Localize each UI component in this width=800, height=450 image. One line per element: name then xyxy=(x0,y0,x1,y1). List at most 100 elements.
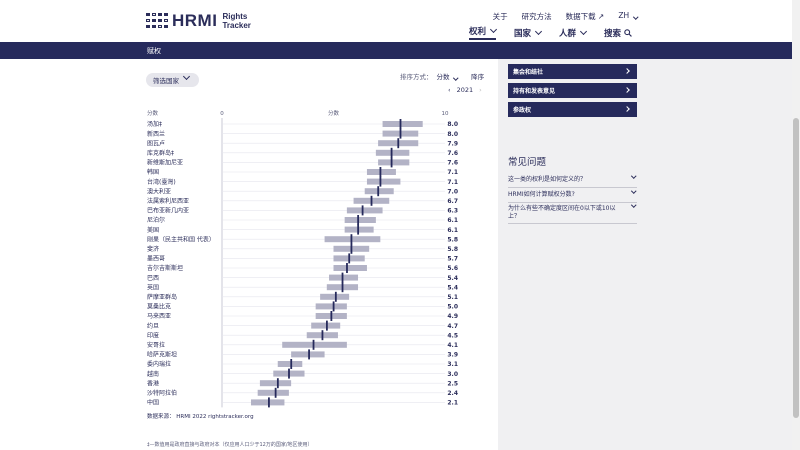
score-marker xyxy=(357,224,360,235)
x-tick-label: 分数 xyxy=(328,109,340,117)
chevron-right-icon xyxy=(624,87,630,93)
country-label: 台湾(臺灣) xyxy=(147,178,176,186)
breadcrumb-bar: 赋权 xyxy=(0,42,792,59)
faq-title: 常见问题 xyxy=(508,157,547,168)
uncertainty-band xyxy=(257,389,289,396)
score-value-label: 4.1 xyxy=(447,342,458,349)
country-label: 中国 xyxy=(147,399,159,407)
score-marker xyxy=(357,215,360,225)
sort-select[interactable]: 分数 xyxy=(437,71,458,81)
chevron-right-icon xyxy=(624,106,630,112)
uncertainty-band xyxy=(366,178,401,185)
uncertainty-band xyxy=(315,303,347,310)
score-marker xyxy=(379,176,382,187)
chevron-down-icon xyxy=(630,188,636,194)
country-label: 美国 xyxy=(147,226,159,234)
right-button-participation[interactable]: 参政权 xyxy=(508,102,637,117)
uncertainty-band xyxy=(346,207,383,214)
nav-about-link[interactable]: 关于 xyxy=(492,12,508,21)
score-marker xyxy=(399,119,402,129)
uncertainty-band xyxy=(378,159,410,166)
score-marker xyxy=(341,282,344,293)
score-marker xyxy=(350,243,353,254)
logo[interactable]: HRMI Rights Tracker xyxy=(146,11,251,31)
score-value-label: 2.1 xyxy=(447,400,458,407)
sidebar-panel xyxy=(498,59,792,450)
score-value-label: 3.1 xyxy=(447,361,458,368)
faq-item[interactable]: HRMI如何计算赋权分数? xyxy=(508,188,637,203)
country-label: 英国 xyxy=(147,283,159,291)
score-marker xyxy=(290,359,293,369)
score-value-label: 5.7 xyxy=(447,256,458,263)
country-label: 香港 xyxy=(147,379,159,387)
faq-item[interactable]: 这一类的权利是如何定义的？ xyxy=(508,173,637,188)
score-value-label: 7.0 xyxy=(447,188,458,195)
country-label: 刚果（民主共和国 代表） xyxy=(147,235,215,243)
country-label: 库克群岛‡ xyxy=(147,149,174,157)
country-label: 萨摩亚群岛 xyxy=(147,293,177,301)
score-value-label: 7.1 xyxy=(447,169,458,176)
chevron-down-icon xyxy=(630,202,636,208)
scrollbar[interactable] xyxy=(792,0,800,450)
uncertainty-band xyxy=(320,293,350,300)
right-button-opinion[interactable]: 持有和发表意见 xyxy=(508,83,637,98)
score-value-label: 8.0 xyxy=(447,121,458,128)
site-header: HRMI Rights Tracker 关于 研究方法 数据下载 ↗ ZH 权利 … xyxy=(0,0,792,42)
score-marker xyxy=(341,272,344,283)
previous-year-icon[interactable]: ‹ xyxy=(448,86,451,94)
score-marker xyxy=(334,291,337,302)
uncertainty-band xyxy=(333,265,367,271)
faq-item[interactable]: 为什么有些不确定度区间在0以下或10以上？ xyxy=(508,202,637,224)
filter-countries-button[interactable]: 筛选国家 xyxy=(146,72,199,87)
nav-methodology-link[interactable]: 研究方法 xyxy=(521,12,552,21)
uncertainty-band xyxy=(282,341,347,348)
country-label: 马来西亚 xyxy=(147,312,171,320)
country-label: 新维斯加尼亚 xyxy=(147,159,183,167)
footnote: ‡—数值用是政府直接与政府对本（仅应用人口少于12万的国家/地区使用） xyxy=(147,442,313,448)
x-tick-label: 0 xyxy=(220,111,224,117)
score-marker xyxy=(268,397,270,408)
country-label: 委内瑞拉 xyxy=(147,360,171,368)
score-value-label: 4.5 xyxy=(447,332,458,339)
uncertainty-band xyxy=(259,380,292,387)
search-icon xyxy=(624,28,632,37)
logo-mark-icon xyxy=(146,13,168,29)
uncertainty-band xyxy=(364,188,394,195)
score-marker xyxy=(377,186,380,197)
nav-download-link[interactable]: 数据下载 ↗ xyxy=(565,12,605,21)
scrollbar-thumb[interactable] xyxy=(793,118,799,418)
score-marker xyxy=(390,147,393,158)
country-label: 安哥拉 xyxy=(147,341,165,349)
logo-subtitle: Rights Tracker xyxy=(222,12,251,30)
score-value-label: 2.5 xyxy=(447,380,458,387)
nav-search[interactable]: 搜索 xyxy=(604,25,632,40)
country-label: 图瓦卢 xyxy=(147,139,165,147)
score-marker xyxy=(332,301,335,312)
score-value-label: 6.1 xyxy=(447,217,458,224)
data-source: 数据来源： HRMI 2022 rightstracker.org xyxy=(147,414,254,420)
nav-people[interactable]: 人群 xyxy=(559,25,588,40)
score-marker xyxy=(312,339,315,350)
score-value-label: 3.0 xyxy=(447,371,458,378)
uncertainty-band xyxy=(344,217,376,223)
score-value-label: 6.1 xyxy=(447,227,458,234)
country-label: 莫桑比克 xyxy=(147,303,171,311)
chevron-down-icon xyxy=(632,13,638,19)
next-year-icon[interactable]: › xyxy=(479,86,482,94)
language-selector[interactable]: ZH xyxy=(618,11,638,22)
sort-order-toggle[interactable]: 降序 xyxy=(471,73,485,81)
right-button-assembly[interactable]: 集会和结社 xyxy=(508,64,637,79)
chevron-down-icon xyxy=(630,173,636,179)
uncertainty-band xyxy=(366,169,396,175)
score-marker xyxy=(326,320,328,331)
breadcrumb: 赋权 xyxy=(147,47,161,55)
uncertainty-band xyxy=(375,149,410,156)
score-marker xyxy=(276,378,279,389)
score-marker xyxy=(390,157,393,168)
score-column-label: 分数 xyxy=(147,109,159,117)
nav-rights[interactable]: 权利 xyxy=(468,25,497,40)
chevron-down-icon xyxy=(182,72,191,81)
nav-countries[interactable]: 国家 xyxy=(514,25,543,40)
score-marker xyxy=(321,330,324,341)
